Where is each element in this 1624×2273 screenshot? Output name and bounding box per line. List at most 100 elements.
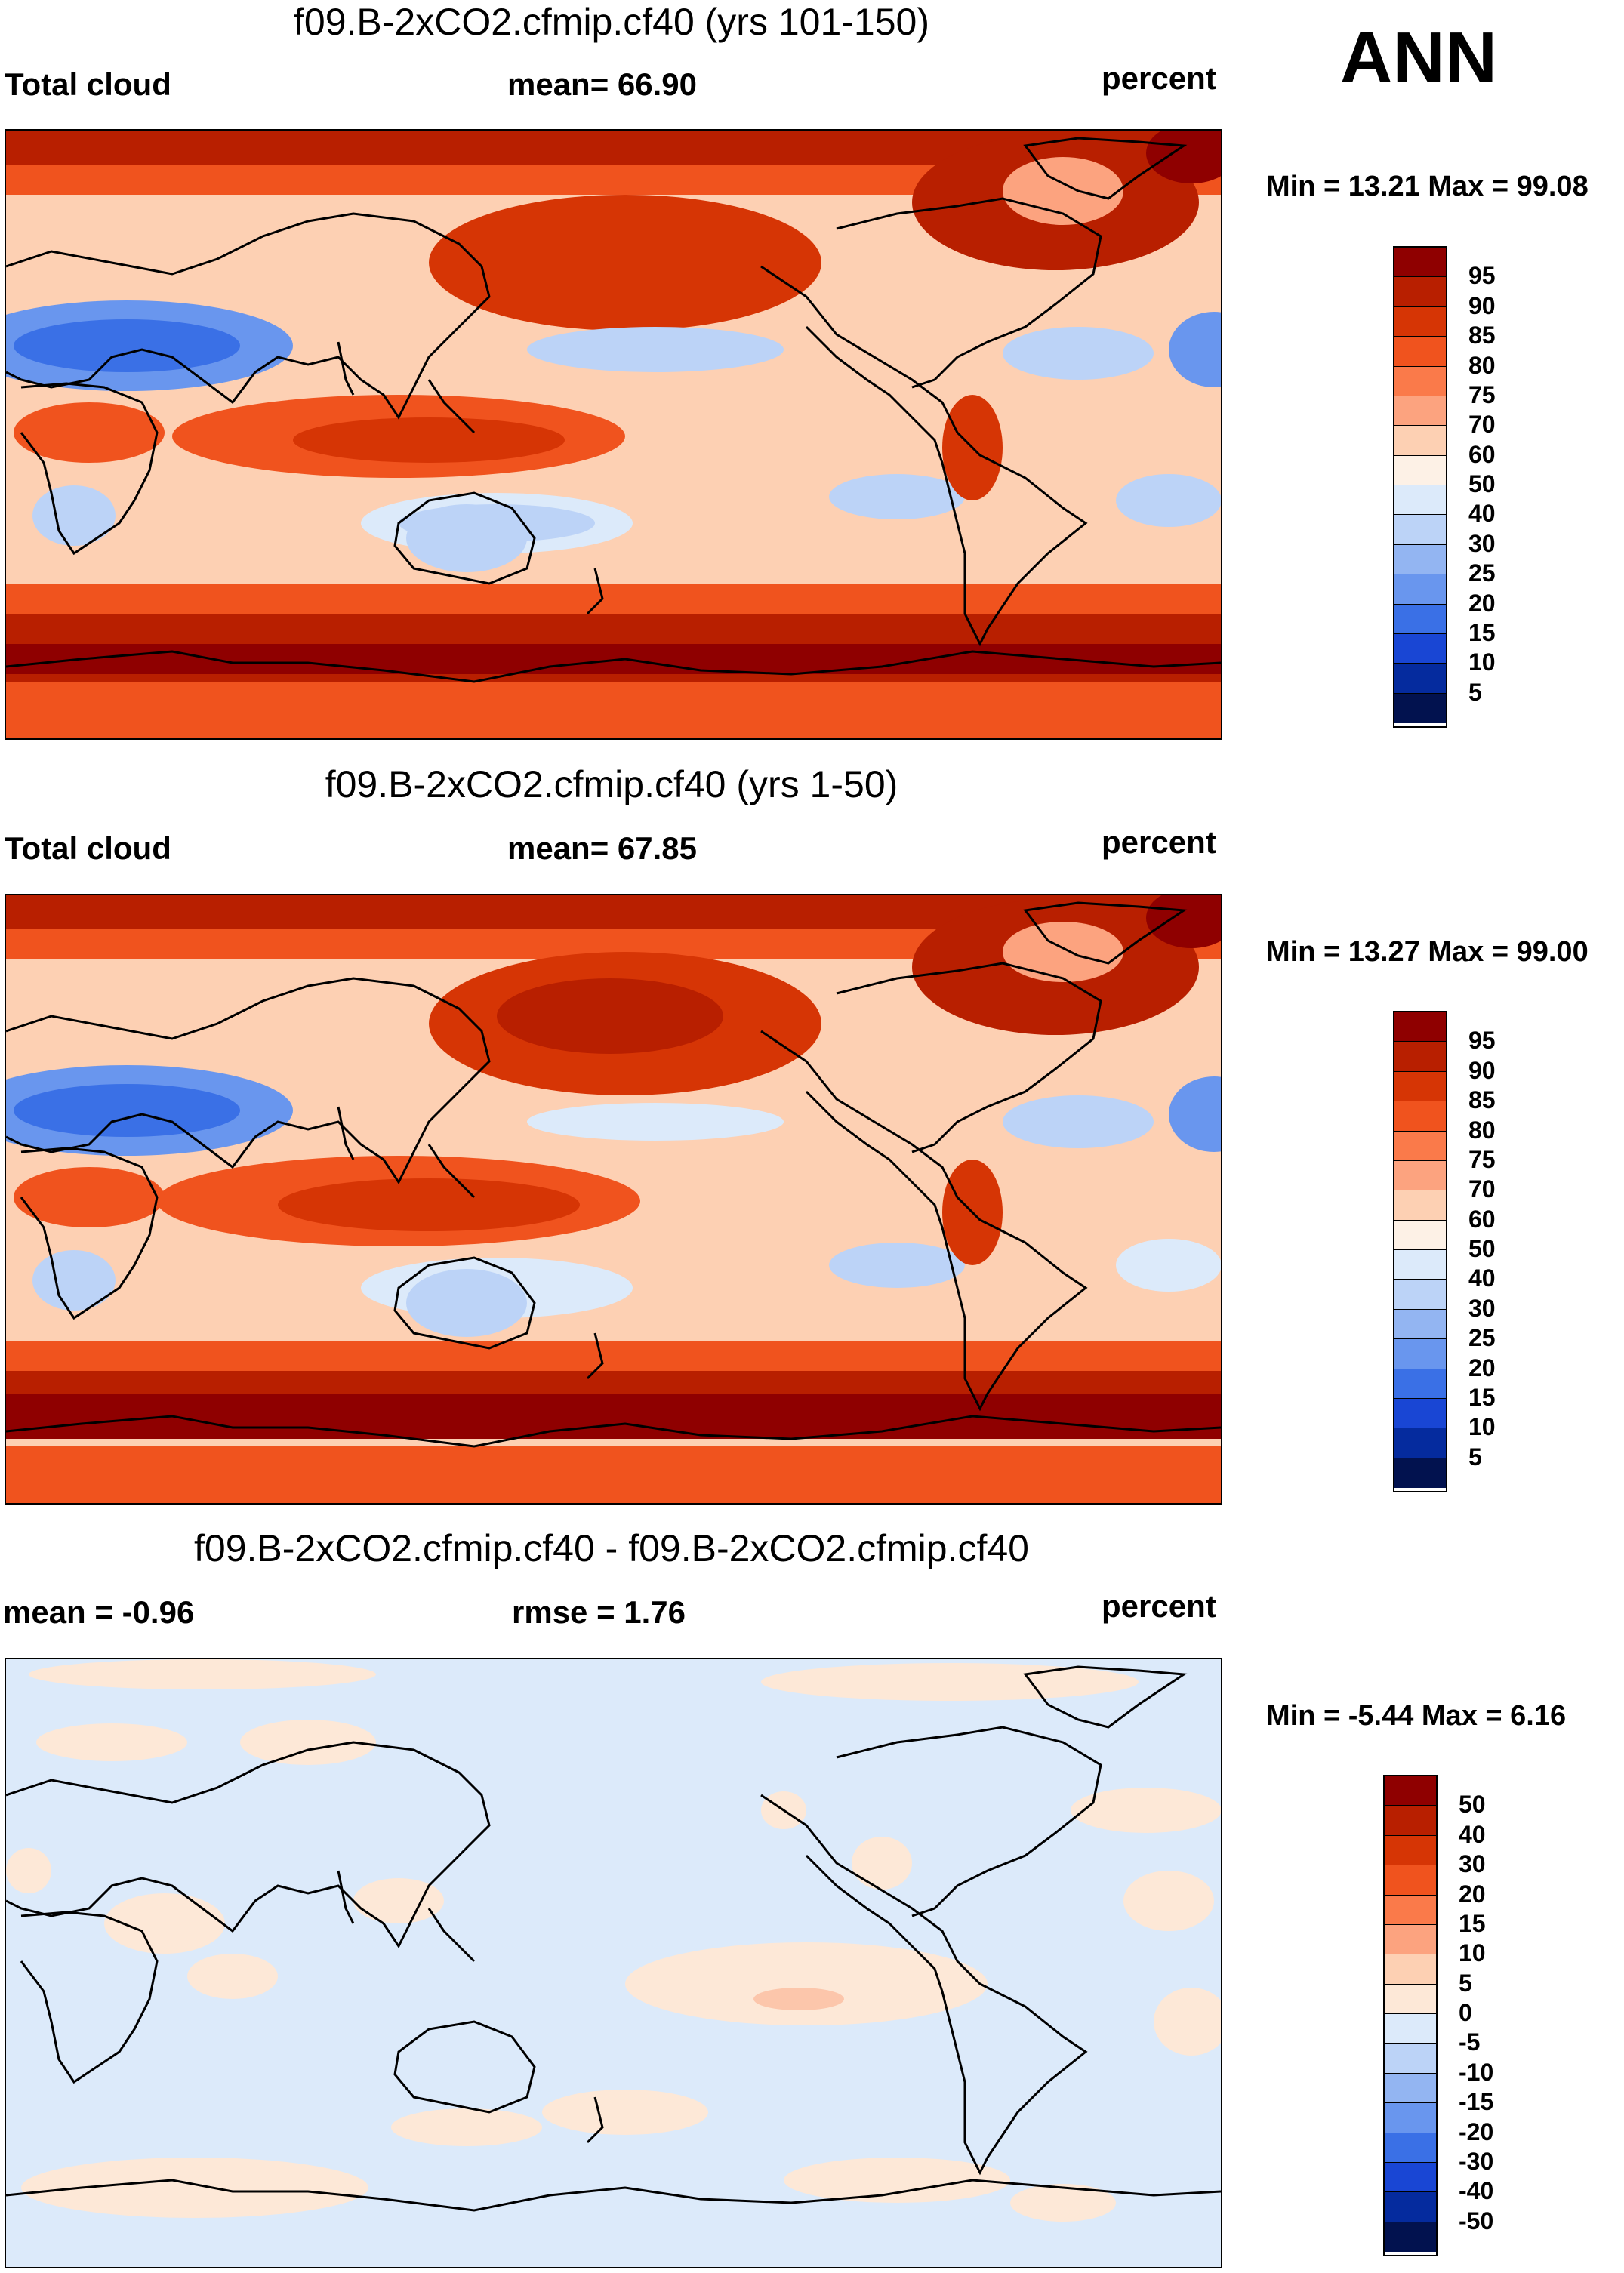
panel-1-colorbar-swatch [1394, 396, 1446, 427]
panel-2-colorbar-tick: 70 [1468, 1175, 1496, 1203]
panel-3-colorbar [1383, 1775, 1438, 2256]
panel-2-colorbar-tick: 95 [1468, 1027, 1496, 1055]
panel-1-colorbar-tick: 20 [1468, 589, 1496, 617]
panel-3-colorbar-swatch [1385, 1924, 1436, 1955]
panel-1-colorbar-ticks: 95 90 85 80 75 70 60 50 40 30 25 20 15 10 5 [1468, 246, 1529, 728]
panel-3-colorbar-tick: 10 [1459, 1939, 1486, 1967]
panel-2-colorbar-swatch [1394, 1369, 1446, 1399]
panel-2-colorbar [1393, 1011, 1447, 1492]
panel-1-colorbar-swatch [1394, 366, 1446, 396]
panel-2-colorbar-tick: 15 [1468, 1383, 1496, 1411]
panel-2-colorbar-swatch [1394, 1131, 1446, 1161]
panel-1-colorbar-tick: 5 [1468, 678, 1482, 706]
panel-2-units-label: percent [1102, 824, 1216, 860]
panel-3-minmax-label: Min = -5.44 Max = 6.16 [1266, 1700, 1567, 1732]
panel-1-colorbar-tick: 30 [1468, 529, 1496, 557]
panel-2-colorbar-tick: 25 [1468, 1324, 1496, 1352]
panel-3-colorbar-swatch [1385, 1835, 1436, 1866]
panel-3-colorbar-tick: -5 [1459, 2028, 1481, 2056]
panel-3-colorbar-tick: -20 [1459, 2117, 1494, 2145]
panel-1-colorbar-tick: 50 [1468, 470, 1496, 497]
panel-3-difference-map [5, 1658, 1222, 2268]
panel-3-colorbar-tick: 50 [1459, 1791, 1486, 1819]
panel-2-colorbar-tick: 20 [1468, 1354, 1496, 1381]
panel-3-colorbar-swatch [1385, 2044, 1436, 2074]
panel-2-colorbar-swatch [1394, 1101, 1446, 1132]
panel-3-colorbar-tick: 40 [1459, 1820, 1486, 1848]
panel-2-colorbar-tick: 60 [1468, 1205, 1496, 1233]
panel-2-colorbar-swatch [1394, 1012, 1446, 1043]
panel-1-cloud-map [5, 129, 1222, 740]
panel-3-colorbar-swatch [1385, 2073, 1436, 2104]
panel-3-colorbar-swatch [1385, 1954, 1436, 1985]
panel-1-colorbar-swatch [1394, 337, 1446, 367]
panel-2-colorbar-ticks: 95 90 85 80 75 70 60 50 40 30 25 20 15 10 5 [1468, 1011, 1529, 1492]
panel-2-colorbar-swatch [1394, 1190, 1446, 1221]
panel-1-title: f09.B-2xCO2.cfmip.cf40 (yrs 101-150) [294, 1, 929, 43]
panel-2-colorbar-tick: 50 [1468, 1235, 1496, 1262]
panel-2-colorbar-tick: 90 [1468, 1056, 1496, 1084]
panel-1-colorbar-swatch [1394, 426, 1446, 456]
panel-1-colorbar-swatch [1394, 604, 1446, 634]
panel-2-minmax-label: Min = 13.27 Max = 99.00 [1266, 936, 1589, 968]
panel-3-colorbar-ticks: 50 40 30 20 15 10 5 0 -5 -10 -15 -20 -30 -40 -50 [1459, 1775, 1519, 2256]
panel-3-colorbar-swatch [1385, 2162, 1436, 2193]
panel-2-colorbar-swatch [1394, 1042, 1446, 1072]
panel-1-colorbar-swatch [1394, 515, 1446, 545]
panel-3-colorbar-swatch [1385, 1984, 1436, 2014]
panel-1-colorbar-tick: 25 [1468, 559, 1496, 587]
panel-1-variable-label: Total cloud [5, 66, 171, 102]
panel-1-colorbar-tick: 90 [1468, 291, 1496, 319]
panel-1-colorbar-swatch [1394, 693, 1446, 723]
panel-2-colorbar-swatch [1394, 1071, 1446, 1102]
panel-2-colorbar-tick: 5 [1468, 1443, 1482, 1471]
panel-3-colorbar-tick: 30 [1459, 1850, 1486, 1878]
panel-1-colorbar-tick: 75 [1468, 380, 1496, 408]
panel-3-colorbar-tick: 15 [1459, 1909, 1486, 1937]
panel-1-colorbar-swatch [1394, 306, 1446, 337]
panel-3-colorbar-tick: -10 [1459, 2058, 1494, 2086]
panel-2-variable-label: Total cloud [5, 830, 171, 866]
panel-3-rmse-label: rmse = 1.76 [512, 1594, 686, 1630]
panel-1-minmax-label: Min = 13.21 Max = 99.08 [1266, 171, 1589, 202]
panel-3-colorbar-swatch [1385, 2103, 1436, 2133]
panel-3-colorbar-tick: 0 [1459, 1999, 1472, 2026]
panel-2-colorbar-swatch [1394, 1428, 1446, 1458]
panel-2-colorbar-tick: 85 [1468, 1086, 1496, 1114]
panel-2-colorbar-tick: 75 [1468, 1145, 1496, 1173]
panel-1-colorbar-tick: 80 [1468, 351, 1496, 379]
panel-2-colorbar-tick: 30 [1468, 1294, 1496, 1322]
panel-3-colorbar-tick: 5 [1459, 1969, 1472, 1997]
panel-3-colorbar-tick: -30 [1459, 2147, 1494, 2175]
panel-3-mean-label: mean = -0.96 [3, 1594, 195, 1630]
panel-2-colorbar-tick: 10 [1468, 1413, 1496, 1441]
panel-1-colorbar-tick: 15 [1468, 618, 1496, 646]
panel-1-colorbar-swatch [1394, 277, 1446, 307]
panel-3-colorbar-swatch [1385, 1895, 1436, 1925]
panel-1-colorbar-swatch [1394, 664, 1446, 694]
panel-3-colorbar-swatch [1385, 2014, 1436, 2044]
panel-3-colorbar-swatch [1385, 1776, 1436, 1806]
panel-1-colorbar-swatch [1394, 574, 1446, 605]
panel-3-colorbar-swatch [1385, 1865, 1436, 1896]
panel-3-title: f09.B-2xCO2.cfmip.cf40 - f09.B-2xCO2.cfm… [194, 1527, 1029, 1569]
panel-2-colorbar-swatch [1394, 1160, 1446, 1191]
panel-3-colorbar-swatch [1385, 1806, 1436, 1836]
panel-3-colorbar-tick: -50 [1459, 2207, 1494, 2235]
panel-3-colorbar-swatch [1385, 2222, 1436, 2252]
panel-3-colorbar-swatch [1385, 2133, 1436, 2163]
panel-2-colorbar-swatch [1394, 1309, 1446, 1340]
panel-2-cloud-map [5, 894, 1222, 1505]
panel-1-colorbar-tick: 70 [1468, 411, 1496, 439]
panel-2-colorbar-swatch [1394, 1398, 1446, 1429]
panel-2-title: f09.B-2xCO2.cfmip.cf40 (yrs 1-50) [325, 763, 898, 805]
season-label: ANN [1340, 17, 1497, 98]
panel-1-colorbar-swatch [1394, 485, 1446, 516]
panel-1-colorbar-tick: 95 [1468, 262, 1496, 290]
panel-1-units-label: percent [1102, 60, 1216, 96]
panel-2-colorbar-tick: 40 [1468, 1264, 1496, 1292]
panel-3-colorbar-tick: 20 [1459, 1880, 1486, 1908]
panel-3-colorbar-tick: -40 [1459, 2177, 1494, 2205]
panel-1-colorbar-tick: 60 [1468, 440, 1496, 468]
panel-1-colorbar-tick: 85 [1468, 322, 1496, 350]
